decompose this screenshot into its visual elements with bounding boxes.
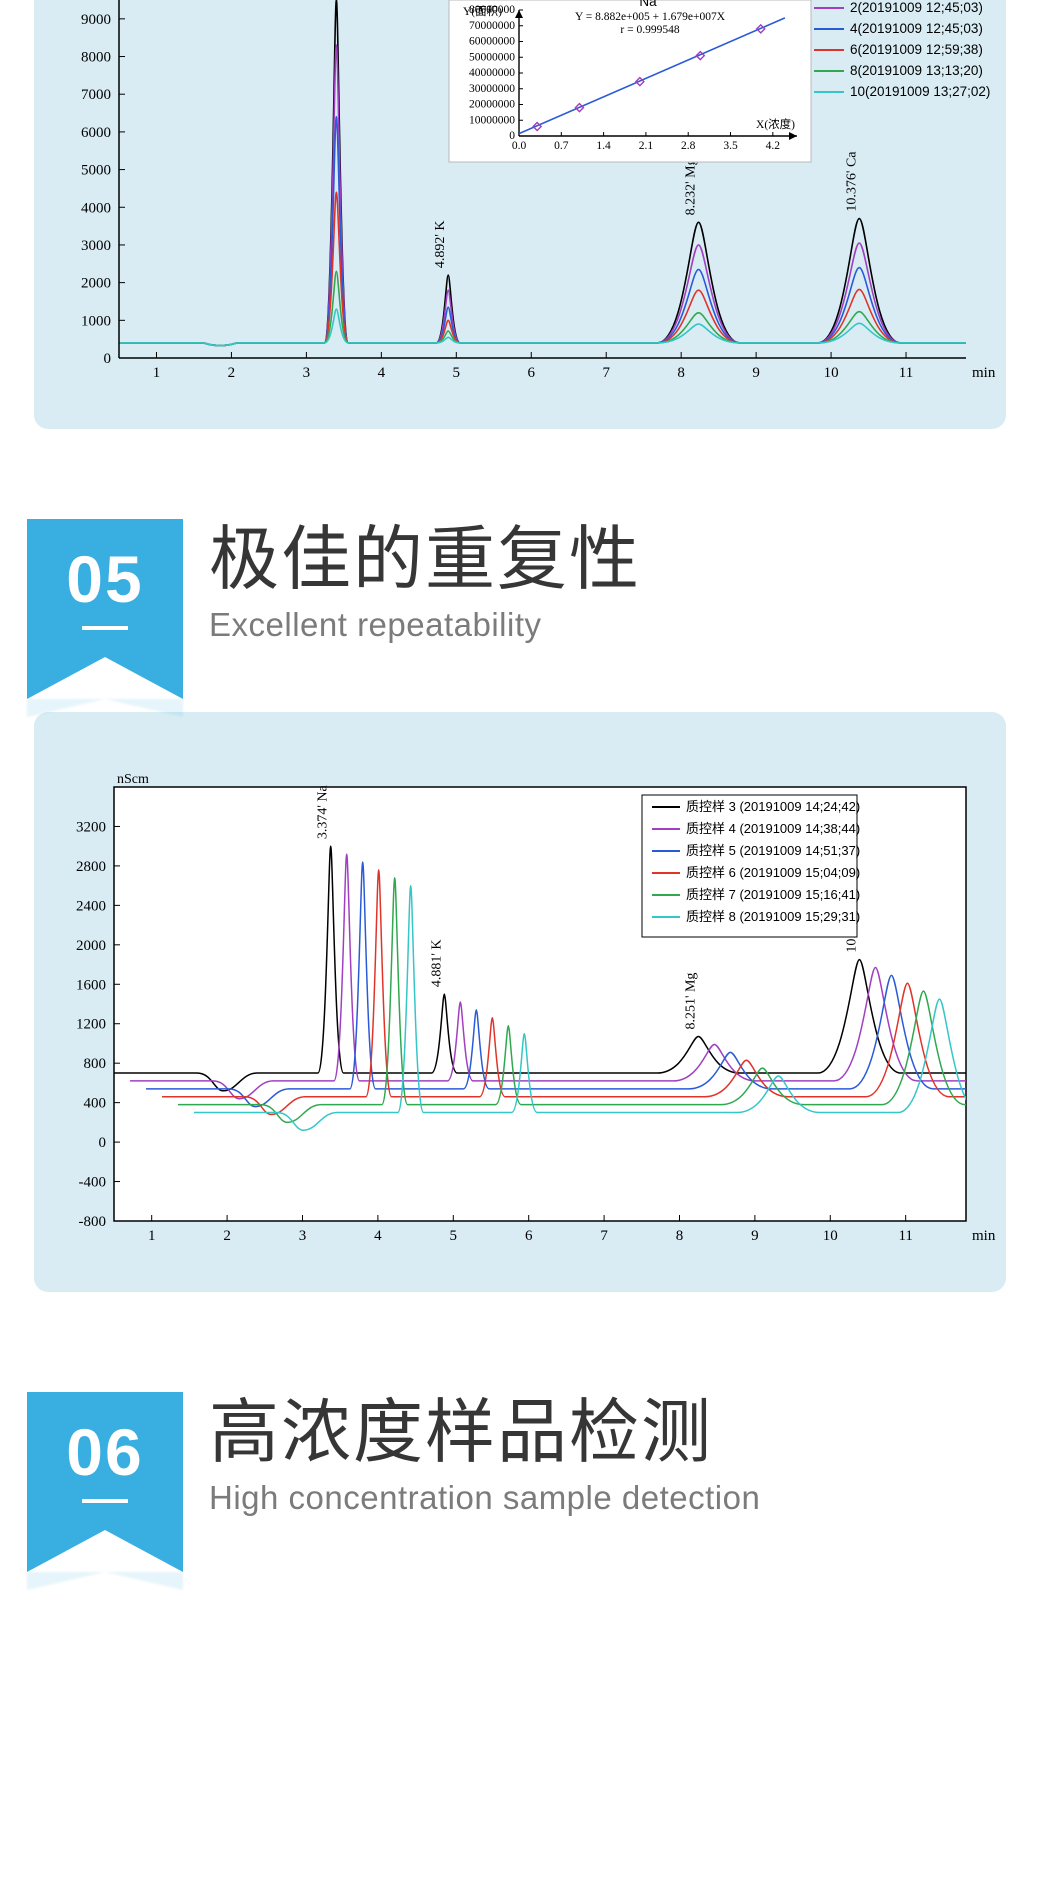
- svg-text:-800: -800: [79, 1214, 107, 1230]
- svg-text:3.5: 3.5: [723, 140, 738, 152]
- svg-text:3000: 3000: [81, 238, 111, 254]
- svg-text:nScm: nScm: [117, 772, 149, 787]
- svg-text:3: 3: [299, 1228, 307, 1244]
- svg-text:质控样 7 (20191009 15;16;41): 质控样 7 (20191009 15;16;41): [686, 887, 860, 902]
- svg-text:7: 7: [602, 365, 610, 381]
- svg-text:Y(面积): Y(面积): [463, 5, 502, 18]
- svg-text:2.8: 2.8: [681, 140, 696, 152]
- svg-text:8.251' Mg: 8.251' Mg: [683, 973, 698, 1030]
- svg-text:6: 6: [528, 365, 536, 381]
- svg-text:2800: 2800: [76, 859, 106, 875]
- svg-text:0: 0: [99, 1135, 107, 1151]
- svg-text:min: min: [972, 1228, 996, 1244]
- linearity-chromatogram: 0 1000 2000 3000 4000 5000 6000 7000 8000 9000 1 2 3…: [34, 0, 1006, 394]
- svg-text:50000000: 50000000: [469, 51, 515, 63]
- svg-text:5: 5: [453, 365, 461, 381]
- repeatability-card: -800 -400 0 400 800 1200 1600 2000 2400 2800 3200 n…: [34, 712, 1006, 1292]
- svg-text:4: 4: [378, 365, 386, 381]
- section-06-number: 06: [66, 1419, 143, 1485]
- svg-text:1600: 1600: [76, 977, 106, 993]
- section-ribbon-underline: [82, 626, 128, 630]
- section-ribbon-underline: [82, 1499, 128, 1503]
- svg-text:10: 10: [824, 365, 839, 381]
- svg-text:8(20191009 13;13;20): 8(20191009 13;13;20): [850, 63, 983, 78]
- svg-text:20000000: 20000000: [469, 99, 515, 111]
- section-06-title-cn: 高浓度样品检测: [209, 1394, 760, 1471]
- svg-text:min: min: [972, 365, 996, 381]
- svg-text:-400: -400: [79, 1175, 107, 1191]
- svg-text:4.881' K: 4.881' K: [429, 939, 444, 987]
- svg-text:800: 800: [84, 1056, 107, 1072]
- svg-text:2: 2: [228, 365, 236, 381]
- svg-text:质控样 5 (20191009 14;51;37): 质控样 5 (20191009 14;51;37): [686, 843, 860, 858]
- svg-text:2400: 2400: [76, 898, 106, 914]
- svg-text:70000000: 70000000: [469, 20, 515, 32]
- svg-text:Na: Na: [639, 0, 657, 9]
- svg-text:8.232' Mg: 8.232' Mg: [684, 158, 699, 215]
- svg-text:9: 9: [752, 365, 760, 381]
- svg-text:1000: 1000: [81, 313, 111, 329]
- section-06-ribbon: 06: [27, 1392, 183, 1530]
- svg-text:0: 0: [104, 351, 112, 367]
- section-06-title-en: High concentration sample detection: [209, 1479, 760, 1517]
- svg-text:Y = 8.882e+005 + 1.679e+007X: Y = 8.882e+005 + 1.679e+007X: [575, 11, 726, 23]
- svg-text:30000000: 30000000: [469, 83, 515, 95]
- svg-text:9000: 9000: [81, 12, 111, 28]
- svg-text:0.0: 0.0: [512, 140, 527, 152]
- svg-text:3: 3: [303, 365, 311, 381]
- svg-text:1.4: 1.4: [596, 140, 611, 152]
- svg-text:X(浓度): X(浓度): [756, 117, 795, 131]
- svg-text:8000: 8000: [81, 50, 111, 66]
- section-05-number: 05: [66, 546, 143, 612]
- svg-text:3.374' Na: 3.374' Na: [316, 785, 331, 840]
- svg-text:2.1: 2.1: [639, 140, 654, 152]
- svg-text:2: 2: [223, 1228, 231, 1244]
- svg-text:4000: 4000: [81, 200, 111, 216]
- svg-text:5000: 5000: [81, 163, 111, 179]
- svg-text:质控样 8 (20191009 15;29;31): 质控样 8 (20191009 15;29;31): [686, 909, 860, 924]
- svg-text:10.376' Ca: 10.376' Ca: [844, 151, 859, 212]
- svg-text:r = 0.999548: r = 0.999548: [620, 24, 679, 36]
- svg-text:8: 8: [676, 1228, 684, 1244]
- section-05-ribbon: 05: [27, 519, 183, 657]
- svg-text:4.2: 4.2: [766, 140, 781, 152]
- svg-text:0.7: 0.7: [554, 140, 569, 152]
- svg-text:质控样 3 (20191009 14;24;42): 质控样 3 (20191009 14;24;42): [686, 799, 860, 814]
- svg-text:4.892' K: 4.892' K: [433, 220, 448, 268]
- svg-text:8: 8: [677, 365, 685, 381]
- svg-text:6: 6: [525, 1228, 533, 1244]
- svg-text:10000000: 10000000: [469, 114, 515, 126]
- section-06-header: 06 高浓度样品检测 High concentration sample det…: [0, 1392, 1040, 1530]
- svg-text:5: 5: [450, 1228, 458, 1244]
- svg-text:60000000: 60000000: [469, 36, 515, 48]
- linearity-card: 0 1000 2000 3000 4000 5000 6000 7000 8000 9000 1 2 3…: [34, 0, 1006, 429]
- svg-text:4(20191009 12;45;03): 4(20191009 12;45;03): [850, 21, 983, 36]
- svg-text:10: 10: [823, 1228, 838, 1244]
- section-05-title-en: Excellent repeatability: [209, 606, 641, 644]
- svg-text:6(20191009 12;59;38): 6(20191009 12;59;38): [850, 42, 983, 57]
- svg-text:2000: 2000: [81, 276, 111, 292]
- svg-text:9: 9: [751, 1228, 759, 1244]
- svg-text:1: 1: [153, 365, 161, 381]
- svg-text:1: 1: [148, 1228, 156, 1244]
- svg-text:11: 11: [899, 365, 913, 381]
- svg-text:2000: 2000: [76, 938, 106, 954]
- repeatability-chromatogram: -800 -400 0 400 800 1200 1600 2000 2400 2800 3200 n…: [34, 767, 1006, 1257]
- section-05-header: 05 极佳的重复性 Excellent repeatability: [0, 519, 1040, 657]
- svg-text:质控样 6 (20191009 15;04;09): 质控样 6 (20191009 15;04;09): [686, 865, 860, 880]
- svg-text:11: 11: [898, 1228, 912, 1244]
- svg-text:7: 7: [600, 1228, 608, 1244]
- svg-text:3200: 3200: [76, 819, 106, 835]
- svg-text:6000: 6000: [81, 125, 111, 141]
- svg-text:4: 4: [374, 1228, 382, 1244]
- svg-text:7000: 7000: [81, 87, 111, 103]
- svg-text:质控样 4 (20191009 14;38;44): 质控样 4 (20191009 14;38;44): [686, 821, 860, 836]
- svg-text:10(20191009 13;27;02): 10(20191009 13;27;02): [850, 84, 990, 99]
- section-05-title-cn: 极佳的重复性: [209, 521, 641, 598]
- svg-text:1200: 1200: [76, 1017, 106, 1033]
- svg-text:40000000: 40000000: [469, 67, 515, 79]
- svg-text:2(20191009 12;45;03): 2(20191009 12;45;03): [850, 0, 983, 15]
- svg-text:400: 400: [84, 1096, 107, 1112]
